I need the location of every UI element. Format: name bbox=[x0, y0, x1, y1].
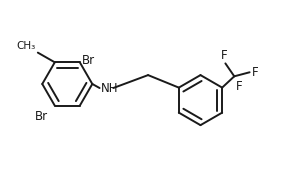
Text: F: F bbox=[220, 49, 227, 62]
Text: Br: Br bbox=[82, 54, 95, 67]
Text: Br: Br bbox=[34, 110, 48, 123]
Text: NH: NH bbox=[101, 82, 119, 95]
Text: F: F bbox=[252, 66, 258, 79]
Text: F: F bbox=[236, 79, 243, 93]
Text: CH₃: CH₃ bbox=[17, 41, 36, 51]
